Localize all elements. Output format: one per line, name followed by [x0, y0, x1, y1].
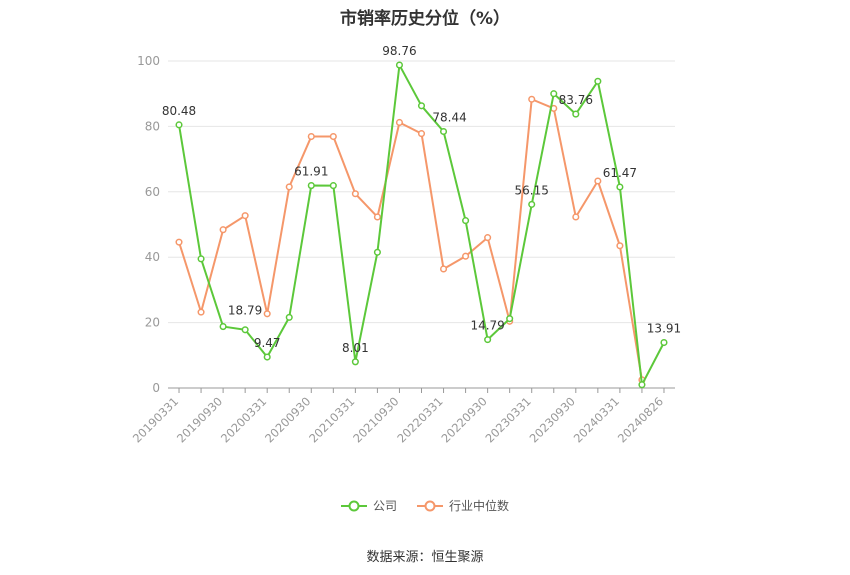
- data-point: [373, 213, 381, 221]
- data-point: [660, 338, 668, 347]
- legend-item-company[interactable]: 公司: [340, 497, 397, 514]
- series-line-0: [178, 64, 665, 386]
- x-tick-label: 20210930: [350, 394, 401, 445]
- data-point: [439, 127, 448, 136]
- data-point: [329, 182, 337, 190]
- data-label: 14.79: [470, 319, 504, 333]
- data-point: [462, 217, 470, 225]
- data-point: [175, 238, 183, 246]
- x-tick-label: 20200331: [218, 394, 269, 445]
- x-tick-label: 20230930: [527, 394, 578, 445]
- x-tick-label: 20230331: [483, 394, 534, 445]
- series-line-1: [178, 98, 643, 380]
- data-point: [439, 265, 448, 273]
- data-point: [528, 200, 536, 208]
- data-label: 61.47: [603, 166, 637, 180]
- data-point: [572, 213, 580, 221]
- data-point: [197, 308, 205, 316]
- data-point: [417, 102, 426, 110]
- chart-title: 市销率历史分位（%）: [339, 9, 511, 29]
- legend-label-company: 公司: [372, 499, 397, 513]
- data-point: [285, 313, 293, 321]
- data-point: [241, 326, 249, 334]
- data-point: [307, 182, 315, 190]
- x-tick-label: 20240331: [571, 394, 622, 445]
- y-tick-label: 0: [152, 381, 160, 395]
- data-point: [395, 118, 404, 127]
- y-tick-label: 20: [145, 316, 160, 330]
- x-tick-label: 20240826: [615, 394, 666, 445]
- x-tick-label: 20220930: [438, 394, 489, 445]
- data-point: [373, 248, 381, 256]
- data-label: 13.91: [647, 322, 681, 336]
- data-point: [395, 61, 404, 69]
- legend: 公司 行业中位数: [0, 497, 850, 514]
- y-tick-label: 60: [145, 185, 160, 199]
- y-tick-label: 100: [137, 54, 160, 68]
- data-point: [572, 110, 580, 118]
- legend-label-industry: 行业中位数: [449, 499, 510, 513]
- data-point: [175, 121, 183, 129]
- data-label: 80.48: [162, 104, 196, 118]
- legend-item-industry[interactable]: 行业中位数: [417, 497, 509, 514]
- data-point: [616, 183, 624, 191]
- data-point: [550, 90, 558, 98]
- data-point: [638, 381, 646, 389]
- data-point: [616, 242, 624, 250]
- legend-swatch-company: [340, 500, 367, 511]
- data-point: [197, 255, 205, 263]
- data-point: [329, 132, 337, 141]
- data-point: [263, 310, 271, 318]
- data-label: 18.79: [228, 304, 262, 318]
- x-tick-label: 20190930: [174, 394, 225, 445]
- data-point: [285, 183, 293, 191]
- data-point: [462, 252, 470, 260]
- data-point: [219, 323, 227, 331]
- data-point: [219, 226, 227, 234]
- data-point: [484, 234, 492, 242]
- y-tick-label: 80: [145, 119, 160, 133]
- data-label: 78.44: [432, 111, 466, 125]
- data-point: [351, 190, 359, 198]
- data-point: [594, 177, 602, 185]
- data-point: [307, 132, 315, 141]
- x-tick-label: 20220331: [394, 394, 445, 445]
- data-point: [594, 77, 602, 85]
- data-point: [241, 212, 249, 220]
- data-label: 56.15: [515, 183, 549, 197]
- x-tick-label: 20210331: [306, 394, 357, 445]
- data-point: [506, 315, 514, 323]
- y-tick-label: 40: [145, 250, 160, 264]
- legend-swatch-industry: [417, 500, 443, 511]
- data-label: 98.76: [382, 44, 416, 58]
- data-label: 8.01: [342, 341, 369, 355]
- data-label: 61.91: [294, 165, 328, 179]
- data-point: [417, 130, 426, 138]
- data-point: [528, 95, 536, 103]
- data-point: [351, 358, 359, 366]
- x-tick-label: 20190331: [130, 394, 181, 445]
- x-tick-label: 20200930: [262, 394, 313, 445]
- data-source: 数据来源：恒生聚源: [366, 550, 484, 565]
- data-point: [263, 353, 271, 361]
- data-label: 83.76: [559, 93, 593, 107]
- data-label: 9.47: [254, 336, 281, 350]
- data-point: [484, 336, 492, 344]
